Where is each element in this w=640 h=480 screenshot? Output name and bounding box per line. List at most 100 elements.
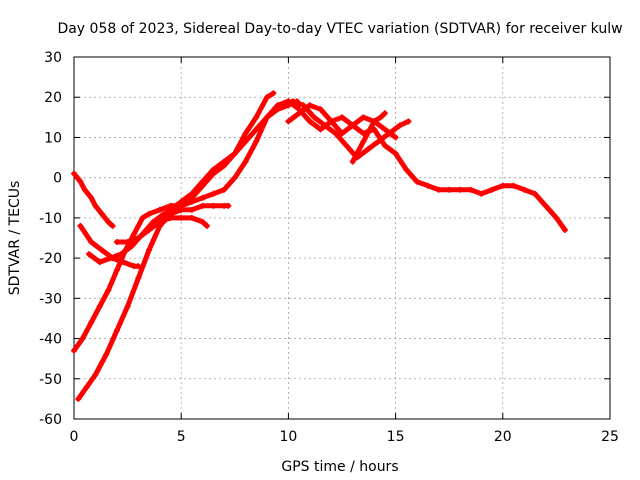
data-point — [263, 114, 270, 121]
y-tick-label: -20 — [39, 251, 62, 267]
data-point — [120, 259, 127, 266]
data-point — [274, 106, 281, 113]
data-point — [178, 214, 185, 221]
series-line-arc-6 — [114, 215, 210, 245]
series-layer — [71, 90, 568, 402]
y-tick-label: -60 — [39, 412, 62, 428]
data-point — [414, 178, 421, 185]
data-point — [306, 102, 313, 109]
data-point — [499, 182, 506, 189]
y-tick-label: -50 — [39, 372, 62, 388]
data-point — [561, 226, 568, 233]
data-point — [300, 102, 307, 109]
data-point — [242, 158, 249, 165]
data-point — [146, 247, 153, 254]
data-point — [188, 214, 195, 221]
data-point — [392, 134, 399, 141]
data-point — [88, 239, 95, 246]
data-point — [124, 239, 131, 246]
y-tick-label: -30 — [39, 291, 62, 307]
data-point — [96, 303, 103, 310]
data-point — [188, 190, 195, 197]
data-point — [349, 122, 356, 129]
data-point — [285, 118, 292, 125]
data-point — [88, 194, 95, 201]
data-point — [210, 166, 217, 173]
data-point — [253, 126, 260, 133]
x-tick-label: 15 — [387, 429, 405, 445]
data-point — [253, 114, 260, 121]
y-tick-label: 30 — [44, 50, 62, 66]
data-point — [105, 218, 112, 225]
data-point — [131, 230, 138, 237]
data-point — [366, 126, 373, 133]
data-point — [88, 319, 95, 326]
data-point — [83, 383, 90, 390]
data-point — [188, 206, 195, 213]
data-point — [124, 303, 131, 310]
tick-layer: 0 5 10 15 20 25 -60 -50 -40 -30 -20 -10 0 10 20 30 — [39, 50, 619, 445]
data-point — [77, 222, 84, 229]
data-point — [225, 202, 232, 209]
data-point — [128, 243, 135, 250]
data-point — [403, 166, 410, 173]
series-line-arc-8 — [285, 102, 345, 136]
data-point — [98, 210, 105, 217]
data-point — [135, 263, 142, 270]
data-point — [113, 239, 120, 246]
data-point — [231, 174, 238, 181]
data-point — [178, 198, 185, 205]
data-point — [77, 178, 84, 185]
data-point — [146, 226, 153, 233]
data-point — [203, 222, 210, 229]
data-point — [328, 118, 335, 125]
data-point — [364, 146, 371, 153]
data-point — [349, 158, 356, 165]
data-point — [521, 186, 528, 193]
data-point — [435, 186, 442, 193]
series-line-arc-10 — [339, 114, 399, 140]
data-point — [98, 247, 105, 254]
data-point — [210, 190, 217, 197]
data-point — [489, 186, 496, 193]
data-point — [446, 186, 453, 193]
y-tick-label: 10 — [44, 130, 62, 146]
data-point — [392, 150, 399, 157]
data-point — [317, 126, 324, 133]
data-point — [381, 126, 388, 133]
data-point — [178, 206, 185, 213]
data-point — [103, 351, 110, 358]
data-point — [210, 202, 217, 209]
data-point — [371, 118, 378, 125]
data-point — [381, 142, 388, 149]
data-point — [92, 371, 99, 378]
data-point — [289, 98, 296, 105]
data-point — [424, 182, 431, 189]
data-point — [317, 106, 324, 113]
x-tick-label: 5 — [177, 429, 186, 445]
data-point — [263, 94, 270, 101]
data-point — [113, 267, 120, 274]
data-point — [360, 114, 367, 121]
data-point — [354, 150, 361, 157]
series-line-arc-3 — [71, 90, 276, 354]
data-point — [510, 182, 517, 189]
data-point — [396, 122, 403, 129]
data-point — [105, 287, 112, 294]
data-point — [332, 130, 339, 137]
data-point — [478, 190, 485, 197]
data-point — [360, 138, 367, 145]
data-point — [339, 130, 345, 137]
data-point — [199, 194, 206, 201]
x-tick-label: 0 — [70, 429, 79, 445]
x-tick-label: 10 — [279, 429, 297, 445]
data-point — [311, 114, 318, 121]
data-point — [199, 202, 206, 209]
data-point — [242, 138, 249, 145]
data-point — [343, 142, 350, 149]
data-point — [405, 118, 412, 125]
data-point — [92, 202, 99, 209]
data-point — [242, 130, 249, 137]
